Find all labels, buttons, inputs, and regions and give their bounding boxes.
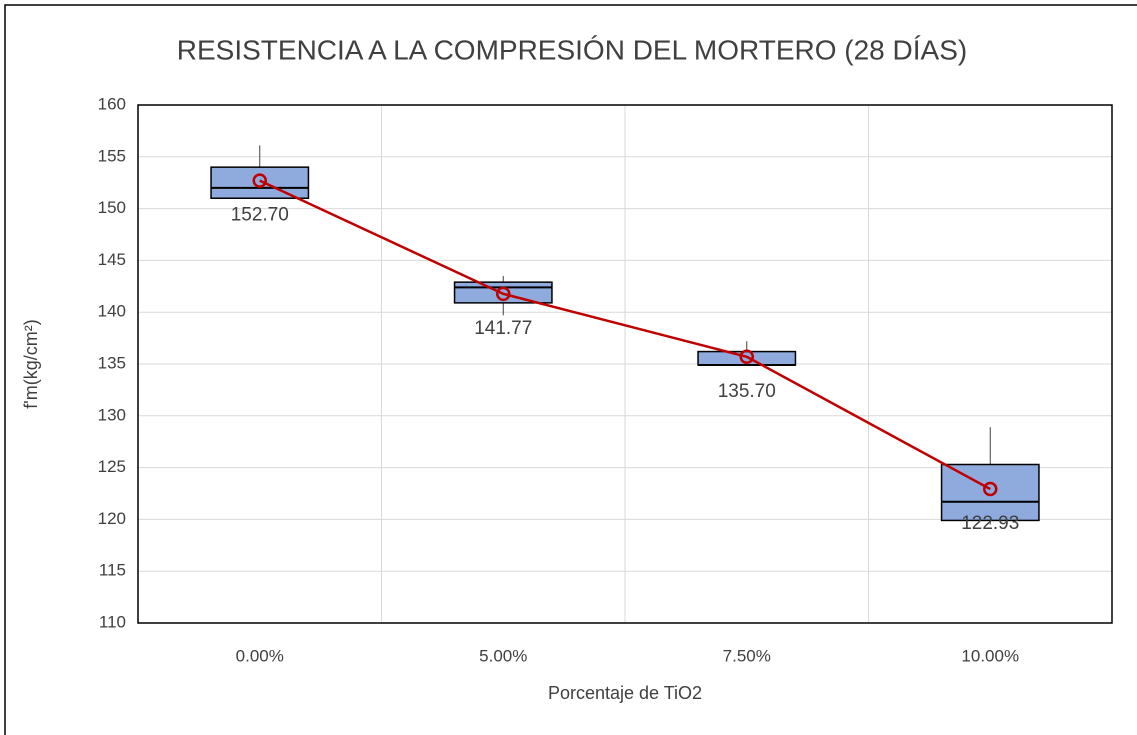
y-axis-label: f'm(kg/cm²) (21, 319, 41, 408)
mean-marker (739, 349, 754, 364)
box (210, 166, 310, 199)
x-axis-label: Porcentaje de TiO2 (548, 683, 702, 703)
y-tick-label: 140 (98, 302, 126, 321)
y-tick-label: 125 (98, 457, 126, 476)
x-tick-label: 0.00% (236, 646, 284, 665)
y-tick-label: 135 (98, 353, 126, 372)
mean-marker (252, 173, 267, 188)
chart-title: RESISTENCIA A LA COMPRESIÓN DEL MORTERO … (177, 34, 967, 65)
y-tick-label: 145 (98, 250, 126, 269)
data-label: 135.70 (718, 381, 776, 402)
y-tick-label: 155 (98, 146, 126, 165)
y-tick-label: 120 (98, 509, 126, 528)
y-tick-label: 115 (99, 561, 126, 580)
data-label: 141.77 (474, 318, 532, 339)
x-tick-label: 5.00% (479, 646, 527, 665)
box (940, 463, 1040, 522)
plot-border (137, 104, 1113, 624)
chart-frame (4, 4, 1137, 735)
y-tick-label: 160 (98, 94, 126, 113)
x-tick-label: 7.50% (723, 646, 771, 665)
y-tick-label: 130 (98, 405, 126, 424)
mean-marker (983, 481, 998, 497)
x-tick-label: 10.00% (961, 646, 1019, 665)
y-tick-label: 110 (99, 612, 126, 631)
mean-line (259, 179, 991, 491)
mean-marker (496, 286, 511, 302)
data-label: 152.70 (231, 205, 289, 226)
y-tick-label: 150 (98, 198, 126, 217)
data-label: 122.93 (961, 513, 1019, 534)
